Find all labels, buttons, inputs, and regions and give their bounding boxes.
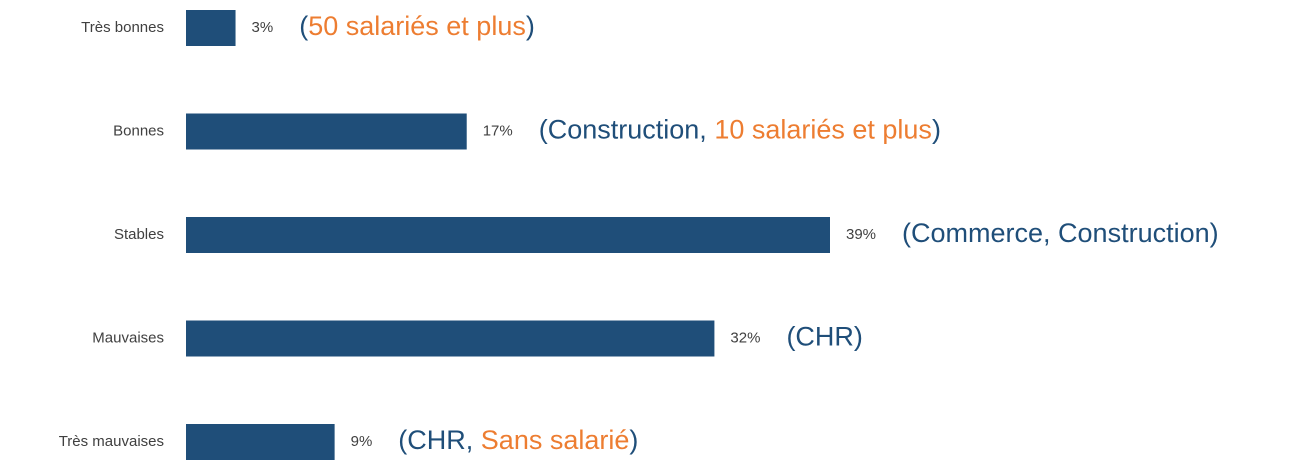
bar (186, 217, 830, 253)
annotation-part: ) (526, 11, 535, 41)
category-label: Très bonnes (81, 19, 164, 36)
bar (186, 10, 236, 46)
category-label: Bonnes (113, 122, 164, 139)
annotation: (50 salariés et plus) (299, 11, 535, 41)
annotation-part: Sans salarié (481, 425, 630, 455)
annotation: (Commerce, Construction) (902, 218, 1219, 248)
category-label: Mauvaises (92, 329, 164, 346)
annotation-part: ) (932, 115, 941, 145)
annotation-part: ) (629, 425, 638, 455)
value-label: 32% (730, 329, 760, 346)
value-label: 3% (252, 19, 274, 36)
category-label: Stables (114, 226, 164, 243)
bar (186, 113, 467, 150)
value-label: 9% (351, 433, 373, 450)
value-label: 39% (846, 226, 876, 243)
annotation: (CHR, Sans salarié) (398, 425, 638, 455)
annotation-part: ( (299, 11, 308, 41)
annotation-part: (CHR) (786, 322, 862, 352)
annotation: (CHR) (786, 322, 862, 352)
annotation: (Construction, 10 salariés et plus) (539, 115, 941, 145)
annotation-part: 10 salariés et plus (714, 115, 932, 145)
annotation-part: (Construction, (539, 115, 715, 145)
category-label: Très mauvaises (59, 433, 164, 450)
bar (186, 424, 335, 460)
annotation-part: 50 salariés et plus (308, 11, 526, 41)
bar (186, 320, 715, 357)
value-label: 17% (483, 122, 513, 139)
annotation-part: (Commerce, Construction) (902, 218, 1219, 248)
annotation-part: (CHR, (398, 425, 481, 455)
